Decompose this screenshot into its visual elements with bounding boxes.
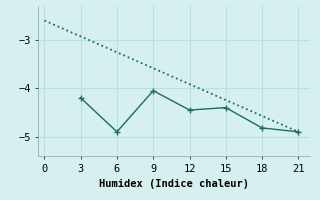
X-axis label: Humidex (Indice chaleur): Humidex (Indice chaleur): [100, 179, 249, 189]
